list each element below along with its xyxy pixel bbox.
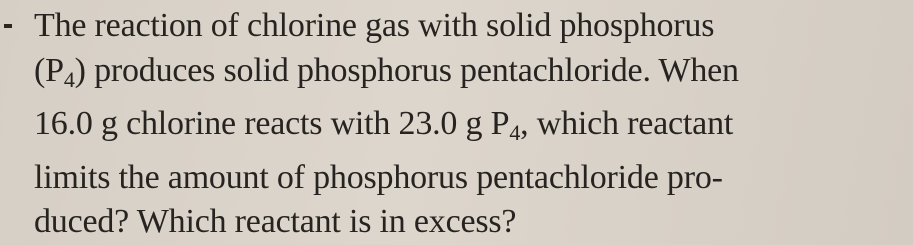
bullet	[4, 24, 12, 28]
text-run: ) produces solid phosphorus pentachlorid…	[74, 51, 739, 89]
text-line: The reaction of chlorine gas with solid …	[34, 4, 739, 49]
text-run: The reaction of chlorine gas with solid …	[34, 7, 715, 44]
subscript: 4	[63, 66, 75, 92]
subscript: 4	[509, 120, 521, 145]
text-run: duced? Which reactant is in excess?	[34, 203, 517, 240]
text-line: duced? Which reactant is in excess?	[34, 200, 739, 245]
text-run: 16.0 g chlorine reacts with 23.0 g P	[34, 105, 510, 142]
text-line: limits the amount of phosphorus pentachl…	[34, 156, 739, 201]
text-run: , which reactant	[520, 105, 734, 142]
text-run: limits the amount of phosphorus pentachl…	[34, 158, 723, 196]
paragraph: The reaction of chlorine gas with solid …	[34, 4, 739, 245]
text-line: 16.0 g chlorine reacts with 23.0 g P4, w…	[34, 102, 739, 156]
text-run: (P	[34, 51, 64, 89]
text-line: (P4) produces solid phosphorus pentachlo…	[34, 49, 739, 103]
